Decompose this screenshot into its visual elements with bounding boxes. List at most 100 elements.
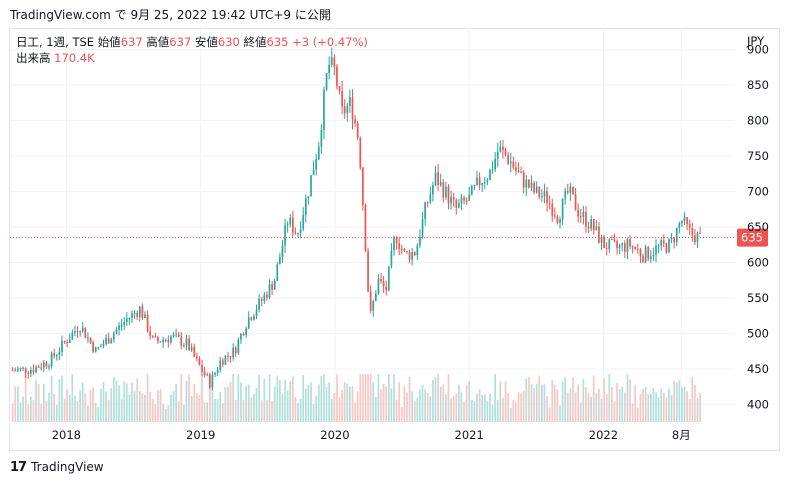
volume-bar — [517, 392, 520, 422]
volume-bar — [219, 391, 222, 422]
candle-body — [92, 342, 94, 352]
candle-body — [258, 298, 260, 310]
volume-bar — [19, 402, 22, 422]
candle-body — [211, 374, 214, 388]
candle-body — [566, 190, 569, 193]
volume-bar — [113, 377, 115, 422]
volume-bar — [598, 388, 600, 422]
time-tick-label: 2018 — [52, 428, 81, 442]
volume-bar — [608, 374, 611, 422]
volume-bar — [377, 374, 380, 422]
volume-bar — [76, 401, 79, 422]
time-tick-label: 2021 — [455, 428, 484, 442]
volume-bar — [595, 393, 598, 422]
volume-bar — [600, 398, 603, 422]
candle-body — [468, 194, 471, 201]
candle-body — [377, 278, 380, 294]
candle-body — [387, 266, 390, 291]
candle-body — [180, 336, 183, 346]
volume-bar — [356, 391, 359, 422]
volume-bar — [652, 387, 655, 422]
candle-body — [367, 251, 369, 292]
volume-bar — [367, 374, 369, 422]
candle-body — [198, 358, 201, 365]
volume-bar — [123, 381, 126, 422]
candle-body — [284, 225, 286, 246]
volume-bar — [520, 393, 522, 422]
volume-bar — [468, 381, 471, 422]
candle-body — [590, 219, 592, 229]
volume-bar — [27, 404, 30, 422]
candle-body — [421, 218, 424, 237]
volume-bar — [538, 375, 541, 422]
candle-body — [429, 194, 432, 203]
candle-body — [107, 338, 110, 344]
candle-body — [214, 372, 216, 375]
candle-body — [105, 338, 107, 345]
volume-bar — [211, 385, 214, 422]
candle-body — [144, 314, 146, 318]
legend-volume-row: 出来高 170.4K — [16, 50, 368, 66]
candle-body — [237, 339, 240, 354]
candle-body — [351, 97, 354, 120]
candle-body — [473, 184, 476, 187]
volume-bar — [105, 391, 107, 422]
volume-bar — [14, 386, 17, 422]
time-tick-label: 2022 — [589, 428, 618, 442]
volume-bar — [253, 393, 255, 422]
candle-body — [455, 199, 458, 208]
tradingview-footer[interactable]: 17 TradingView — [10, 458, 104, 476]
volume-bar — [302, 374, 305, 422]
volume-bar — [564, 377, 567, 422]
volume-value: 170.4K — [54, 51, 95, 65]
candle-body — [699, 232, 701, 234]
candle-body — [208, 374, 211, 388]
volume-bar — [611, 387, 613, 422]
volume-bar — [29, 396, 32, 422]
candle-body — [574, 194, 577, 210]
candle-body — [629, 239, 631, 247]
volume-bar — [115, 380, 118, 422]
candle-body — [553, 215, 556, 217]
volume-bar — [183, 404, 185, 422]
candle-body — [655, 245, 657, 255]
volume-bar — [45, 400, 48, 422]
candle-body — [196, 356, 198, 359]
candle-body — [170, 336, 172, 343]
volume-bar — [330, 398, 333, 422]
candle-body — [29, 369, 32, 374]
candle-body — [247, 317, 250, 329]
candle-body — [110, 339, 113, 344]
candle-body — [393, 237, 395, 251]
volume-bar — [343, 382, 346, 422]
symbol-label[interactable]: 日工, 1週, TSE — [16, 35, 95, 49]
volume-bar — [201, 374, 203, 422]
volume-bar — [203, 402, 206, 422]
volume-bar — [393, 374, 395, 422]
candle-body — [424, 202, 426, 219]
volume-bar — [245, 386, 247, 422]
volume-bar — [180, 374, 183, 422]
candle-body — [276, 264, 279, 281]
volume-bar — [63, 398, 66, 422]
candle-body — [14, 370, 17, 372]
volume-bar — [496, 399, 499, 422]
candle-body — [543, 191, 546, 197]
candle-body — [626, 239, 629, 252]
candle-body — [164, 339, 167, 341]
candle-body — [691, 227, 694, 236]
candle-body — [84, 327, 87, 338]
volume-bar — [159, 388, 162, 422]
volume-bar — [533, 388, 535, 422]
volume-label: 出来高 — [16, 51, 51, 65]
candle-body — [138, 306, 141, 317]
candle-body — [50, 353, 53, 367]
volume-bar — [221, 403, 224, 422]
candle-body — [673, 238, 675, 243]
volume-bar — [100, 388, 102, 422]
volume-bar — [198, 395, 201, 422]
candle-body — [221, 360, 224, 365]
price-tick-label: 850 — [747, 78, 769, 92]
volume-bar — [175, 383, 177, 422]
